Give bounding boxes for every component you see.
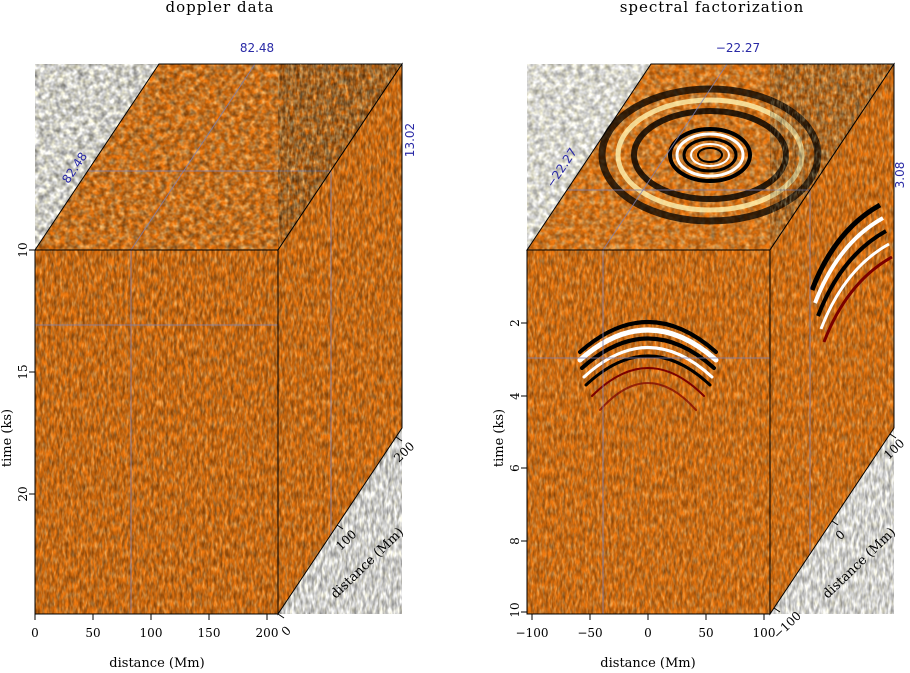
y-axis-label-spectral: time (ks): [492, 409, 507, 467]
x-axis-label-spectral: distance (Mm): [600, 656, 695, 671]
hyperbola-event: [577, 320, 719, 411]
z-tick-doppler: 0: [277, 613, 294, 639]
y-tick-label-doppler: 20: [16, 486, 30, 501]
y-tick-label-spectral: 2: [508, 319, 522, 327]
x-tick-label-spectral: 0: [644, 626, 652, 640]
x-ticks-doppler: 0 50 100 150 200: [31, 614, 278, 640]
side-event: [809, 202, 893, 343]
x-tick-spectral: 50: [698, 614, 714, 640]
x-tick-label-spectral: 50: [698, 626, 713, 640]
x-tick-spectral: −50: [577, 614, 603, 640]
y-tick-label-spectral: 6: [508, 464, 522, 472]
y-tick-doppler: 15: [16, 364, 35, 380]
x-axis-label-doppler: distance (Mm): [109, 656, 204, 671]
z-tick-label-doppler: 0: [279, 623, 294, 638]
y-tick-doppler: 10: [16, 242, 35, 258]
x-tick-doppler: 50: [85, 614, 101, 640]
x-tick-label-doppler: 50: [85, 626, 100, 640]
y-tick-spectral: 4: [508, 392, 527, 400]
z-tick-label-doppler: 200: [391, 439, 417, 465]
z-tick-doppler: 100: [333, 524, 359, 553]
z-tick-label-spectral: −100: [771, 609, 804, 642]
y-ticks-spectral: 2 4 6 8 10: [508, 319, 527, 618]
y-tick-label-spectral: 4: [508, 392, 522, 400]
y-axis-label-doppler: time (ks): [0, 409, 15, 467]
x-tick-spectral: 100: [753, 614, 776, 640]
x-tick-spectral: 0: [644, 614, 652, 640]
y-tick-spectral: 8: [508, 537, 527, 545]
x-tick-label-doppler: 150: [198, 626, 221, 640]
slice-label-t-spectral: 3.08: [893, 162, 907, 189]
x-tick-label-doppler: 100: [140, 626, 163, 640]
z-tick-label-doppler: 100: [333, 527, 359, 553]
z-tick-spectral: −100: [771, 607, 804, 642]
z-tick-label-spectral: 0: [833, 527, 848, 542]
cube-doppler: doppler data 82.48: [0, 0, 417, 671]
x-tick-doppler: 150: [198, 614, 221, 640]
side-face-doppler: [277, 62, 403, 616]
y-ticks-doppler: 10 15 20: [16, 242, 35, 502]
top-face-spectral: [526, 63, 895, 251]
x-tick-label-spectral: −50: [577, 626, 602, 640]
z-tick-spectral: 0: [831, 520, 848, 543]
front-face-doppler: [34, 249, 279, 615]
y-tick-spectral: 2: [508, 319, 527, 327]
x-tick-doppler: 200: [256, 614, 279, 640]
x-ticks-spectral: −100 −50 0 50 100: [516, 614, 776, 640]
x-tick-label-spectral: −100: [516, 626, 549, 640]
top-face-doppler: [34, 63, 403, 251]
front-face-spectral: [526, 249, 771, 615]
slice-label-x-spectral: −22.27: [716, 41, 760, 55]
chart-title-spectral: spectral factorization: [620, 0, 805, 16]
z-axis-label-spectral: distance (Mm): [820, 525, 899, 602]
side-face-spectral: [769, 62, 895, 616]
chart-title-doppler: doppler data: [166, 0, 275, 16]
y-tick-spectral: 10: [508, 602, 527, 618]
slice-label-x-doppler: 82.48: [240, 41, 274, 55]
x-tick-label-doppler: 0: [31, 626, 39, 640]
cube-spectral: spectral factorization: [492, 0, 907, 671]
y-tick-label-spectral: 8: [508, 537, 522, 545]
y-tick-label-doppler: 10: [16, 242, 30, 257]
slice-label-t-doppler: 13.02: [403, 123, 417, 157]
y-tick-doppler: 20: [16, 486, 35, 502]
x-tick-label-doppler: 200: [256, 626, 279, 640]
y-tick-spectral: 6: [508, 464, 527, 472]
z-tick-doppler: 200: [391, 436, 417, 465]
y-tick-label-doppler: 15: [16, 364, 30, 379]
x-tick-doppler: 100: [140, 614, 163, 640]
y-tick-label-spectral: 10: [508, 602, 522, 617]
x-tick-spectral: −100: [516, 614, 549, 640]
x-tick-doppler: 0: [31, 614, 39, 640]
x-tick-label-spectral: 100: [753, 626, 776, 640]
